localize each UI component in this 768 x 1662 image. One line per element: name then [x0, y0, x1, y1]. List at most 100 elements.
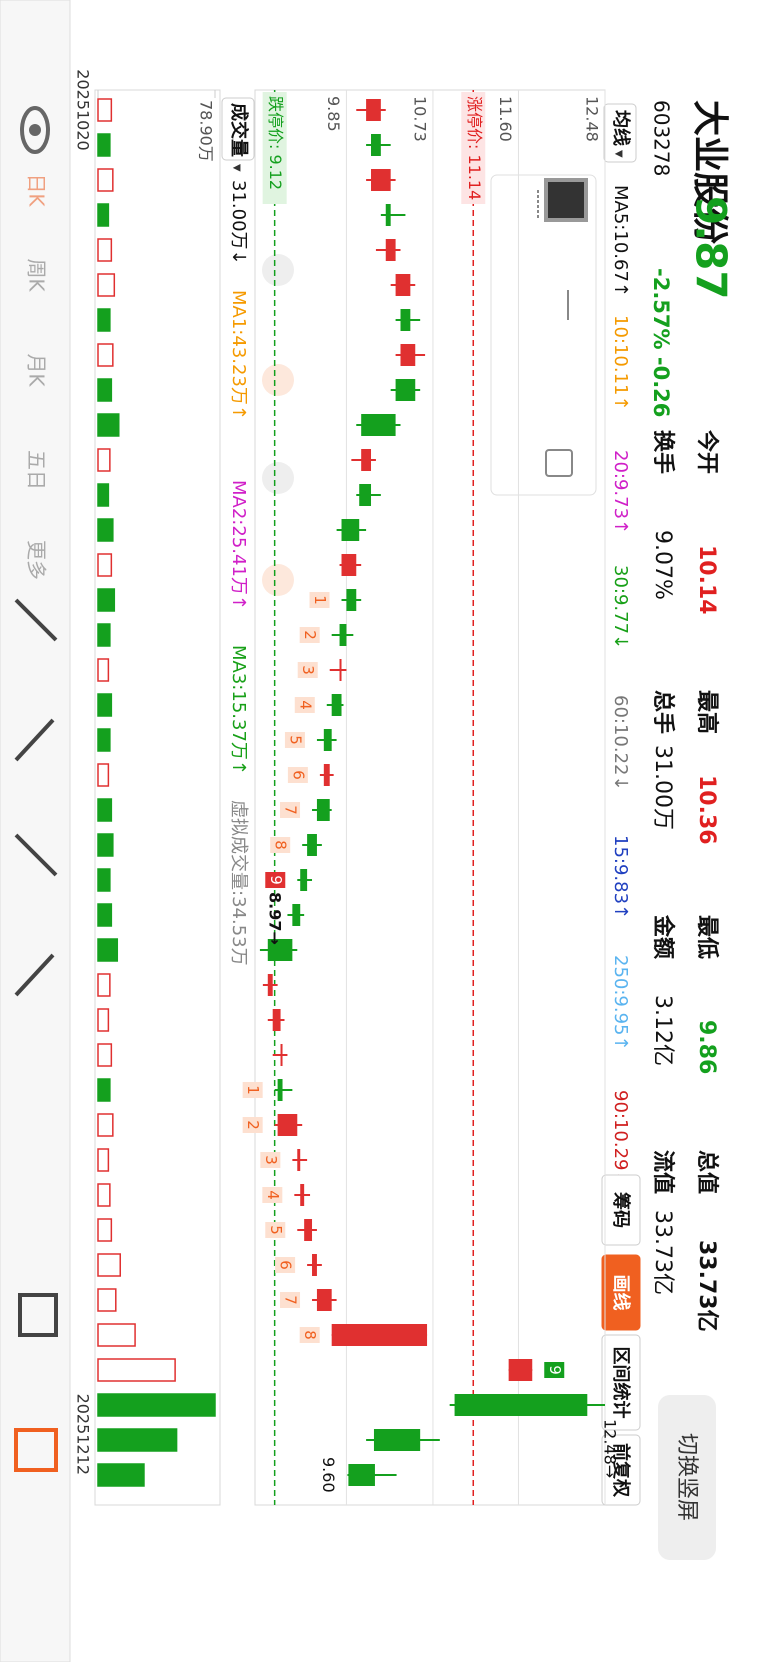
delete-tool[interactable] [545, 449, 573, 477]
tool-circle[interactable] [262, 564, 294, 596]
volume-panel [94, 89, 221, 1506]
line-tool[interactable] [14, 718, 55, 762]
draw-tool-popup [490, 174, 597, 496]
ma-legend: 15:9.83↑ [610, 835, 631, 919]
volume-bar [97, 693, 113, 717]
candle-body [385, 204, 391, 226]
wave-tag [299, 627, 320, 643]
tab-label[interactable]: 筹码 [610, 1192, 632, 1228]
period-button[interactable]: 月K [25, 353, 49, 387]
ma-legend: 10:10.11↑ [610, 315, 631, 411]
volume-bar [97, 1393, 216, 1417]
wave-tag [297, 662, 318, 678]
color-tool[interactable] [544, 178, 588, 222]
wave-tag [265, 872, 286, 888]
candle-body [267, 939, 293, 961]
candle-body [366, 99, 381, 121]
tool-circle[interactable] [262, 364, 294, 396]
stock-change: -2.57% -0.26 [649, 268, 673, 417]
wave-tag [262, 1187, 283, 1203]
line-tool[interactable] [14, 833, 58, 877]
wave-label: 8 [272, 840, 290, 850]
wave-label: 8 [301, 1330, 319, 1340]
y-tick-label: 12.48 [583, 96, 602, 142]
volume-bar [97, 973, 111, 997]
stat-value: 33.73亿 [694, 1240, 719, 1332]
switch-label[interactable]: 切换竖屏 [674, 1433, 699, 1521]
stat-label: 最低 [694, 915, 719, 959]
wave-tag [309, 592, 330, 608]
candle-body [395, 379, 416, 401]
candle-body [331, 694, 342, 716]
candle-body [395, 274, 411, 296]
candle-body [371, 134, 381, 156]
volume-bar [97, 1428, 178, 1452]
wave-label: 5 [267, 1225, 285, 1235]
volume-bar [97, 98, 113, 122]
period-button[interactable]: 五日 [25, 450, 49, 490]
wave-label: 4 [296, 700, 314, 710]
volume-selector[interactable] [221, 97, 255, 161]
candle-body [307, 834, 317, 856]
wave-tag [242, 1082, 263, 1098]
period-button[interactable]: 日K [25, 173, 49, 207]
wave-tag [270, 837, 291, 853]
line-tool[interactable] [14, 953, 55, 997]
candle-body [300, 1184, 305, 1206]
eye-icon[interactable] [20, 106, 50, 154]
wave-tag [265, 1222, 286, 1238]
volume-title[interactable]: 成交量 [228, 103, 250, 157]
ma-selector-label[interactable]: 均线 [610, 110, 632, 146]
tab-button[interactable] [601, 1434, 641, 1506]
volume-bar [97, 728, 111, 752]
period-button[interactable]: 更多 [25, 540, 49, 580]
tab-label[interactable]: 前复权 [610, 1443, 632, 1498]
y-tick-label: 9.85 [324, 96, 343, 132]
x-tick-label: 20251212 [74, 1394, 93, 1475]
export-tool[interactable] [14, 1428, 58, 1472]
ma-legend: 250:9.95↑ [610, 955, 631, 1051]
candle-body [277, 1079, 283, 1101]
tab-button[interactable] [601, 1254, 641, 1331]
stock-code: 603278 [650, 100, 674, 176]
candle-body [346, 589, 357, 611]
rect-tool[interactable] [18, 1293, 58, 1337]
volume-bar [97, 1113, 114, 1137]
volume-bar [97, 1253, 121, 1277]
stat-value: 9.07% [650, 530, 675, 600]
candle-body [316, 799, 330, 821]
dropdown-arrow: ▼ [613, 150, 624, 158]
volume-bar [97, 938, 119, 962]
candle-body [454, 1394, 588, 1416]
tab-label[interactable]: 区间统计 [610, 1347, 632, 1419]
tool-circle[interactable] [262, 462, 294, 494]
y-tick-label: 10.73 [410, 96, 429, 142]
volume-bar [97, 623, 111, 647]
volume-bar [97, 1078, 111, 1102]
volume-bar [97, 658, 110, 682]
tool-circle[interactable] [262, 254, 294, 286]
period-button[interactable]: 周K [25, 258, 49, 292]
switch-button[interactable] [658, 1395, 716, 1560]
wave-label: 1 [244, 1085, 262, 1095]
virtual-volume: 虚拟成交量:34.53万 [228, 800, 249, 966]
stat-label: 换手 [650, 430, 676, 474]
volume-bar [97, 1323, 136, 1347]
stat-label: 总手 [650, 690, 676, 734]
stat-value: 10.14 [694, 545, 719, 615]
limit-up-label: 涨停价: 11.14 [465, 96, 484, 200]
tab-label[interactable]: 画线 [610, 1275, 632, 1311]
line-tool[interactable] [14, 598, 58, 642]
tab-button[interactable] [601, 1334, 641, 1431]
volume-bar [97, 448, 111, 472]
volume-bar [97, 1183, 111, 1207]
wave-label: 7 [282, 805, 300, 815]
stat-value: 10.36 [694, 775, 719, 845]
candle-body [361, 414, 396, 436]
wave-tag [284, 732, 305, 748]
candle-body [508, 1359, 533, 1381]
ma-selector[interactable] [603, 103, 637, 163]
candle-body [312, 1254, 317, 1276]
tab-button[interactable] [601, 1174, 641, 1246]
wave-tag [294, 697, 315, 713]
